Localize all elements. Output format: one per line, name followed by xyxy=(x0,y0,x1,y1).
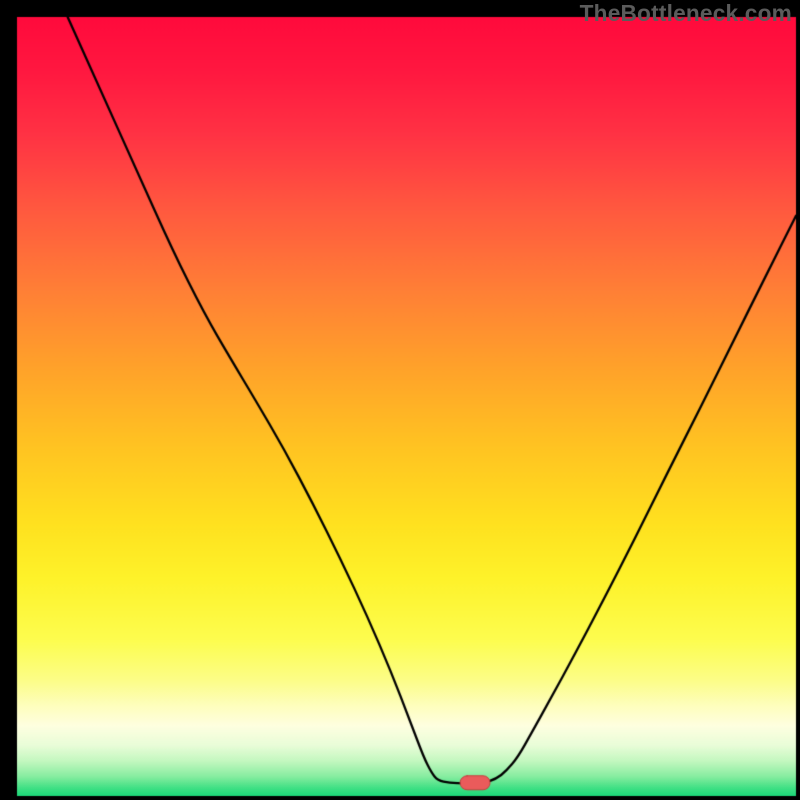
bottleneck-chart-canvas xyxy=(0,0,800,800)
watermark-text: TheBottleneck.com xyxy=(580,0,792,27)
chart-container: TheBottleneck.com xyxy=(0,0,800,800)
